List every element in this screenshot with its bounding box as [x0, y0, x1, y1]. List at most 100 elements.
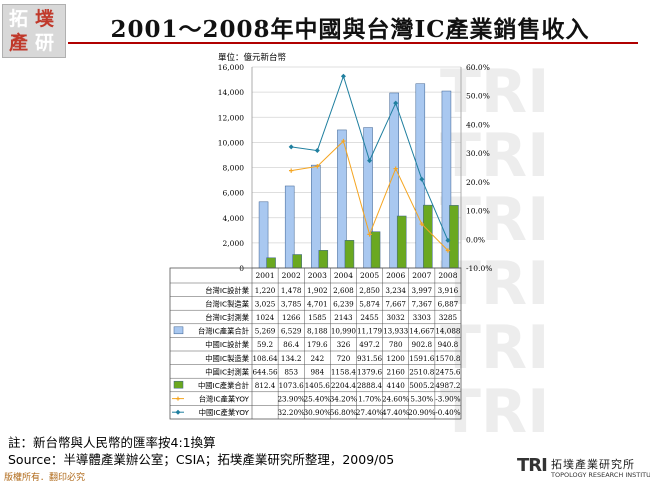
unit-label: 單位：億元新台幣: [218, 52, 287, 63]
table-cell: 3285: [439, 313, 458, 322]
x-tick-label: 2007: [412, 271, 431, 280]
legend-swatch: [175, 409, 181, 415]
y-left-tick-label: 10,000: [218, 138, 244, 147]
y-right-tick-label: 60.0%: [466, 63, 490, 72]
table-cell: 5.30%: [410, 395, 433, 404]
table-row-label: 中國IC製造業: [205, 354, 249, 363]
table-cell: 1158.4: [331, 367, 357, 376]
line-point: [341, 138, 346, 144]
table-cell: 2160: [387, 367, 406, 376]
y-right-tick-label: 20.0%: [466, 178, 490, 187]
table-cell: 1,478: [281, 286, 302, 295]
y-right-tick-label: 0.0%: [466, 235, 485, 244]
line-point: [314, 148, 320, 154]
table-row-label: 台灣IC產業合計: [198, 327, 249, 336]
table-cell: 86.4: [283, 340, 299, 349]
line-point: [367, 232, 372, 237]
table-cell: 931.56: [357, 354, 383, 363]
table-cell: 1,902: [307, 286, 328, 295]
table-cell: 3,234: [385, 286, 406, 295]
table-cell: 720: [337, 354, 351, 363]
brand-name-en: TOPOLOGY RESEARCH INSTITUTE: [551, 471, 650, 479]
table-cell: 1405.6: [305, 381, 331, 390]
line-point: [393, 100, 399, 106]
x-tick-label: 2006: [386, 271, 405, 280]
table-cell: 47.40%: [382, 408, 410, 417]
table-cell: 27.40%: [356, 408, 384, 417]
watermark-line: TRI: [440, 377, 550, 447]
legend-swatch: [173, 326, 184, 335]
bar: [318, 250, 329, 269]
y-left-tick-label: 14,000: [218, 88, 244, 97]
table-row-label: 中國IC設計業: [205, 340, 249, 349]
table-cell: 853: [284, 367, 298, 376]
y-left-tick-label: 12,000: [218, 113, 244, 122]
table-cell: 6,239: [333, 299, 354, 308]
table-cell: 1570.8: [435, 354, 461, 363]
table-cell: 23.90%: [277, 395, 305, 404]
y-left-tick-label: 2,000: [223, 239, 245, 248]
table-cell: 3303: [413, 313, 432, 322]
table-cell: 4140: [387, 381, 406, 390]
source-note: Source：半導體產業辦公室；CSIA；拓墣產業研究所整理，2009/05: [8, 452, 395, 467]
bar: [449, 205, 459, 269]
table-row-label: 台灣IC設計業: [205, 286, 249, 295]
table-row-label: 台灣IC封測業: [205, 313, 249, 322]
table-row-label: 台灣IC產業YOY: [199, 395, 250, 404]
logo-char-2: 墣: [35, 8, 55, 30]
table-cell: 134.2: [281, 354, 302, 363]
watermark: TRI TRI TRI TRI TRI TRI: [440, 60, 650, 460]
line-point: [445, 248, 451, 253]
table-row-label: 中國IC產業合計: [198, 381, 249, 390]
x-tick-label: 2004: [334, 271, 353, 280]
logo: 拓 墣 產 研: [2, 4, 66, 58]
table-row-label: 台灣IC製造業: [205, 299, 249, 308]
y-left-tick-label: 4,000: [223, 214, 245, 223]
brand-mark: TRI: [517, 455, 548, 476]
table-cell: 3,997: [412, 286, 433, 295]
bar: [266, 257, 276, 269]
line-point: [288, 168, 294, 173]
line-point: [288, 144, 294, 150]
table-cell: 2510.8: [409, 367, 435, 376]
line-point: [393, 166, 398, 171]
x-tick-label: 2003: [308, 271, 327, 280]
table-cell: 812.4: [255, 381, 276, 390]
legend-swatch: [173, 380, 184, 389]
table-row-label: 中國IC封測業: [205, 367, 249, 376]
bar: [292, 254, 302, 269]
y-right-tick-label: -10.0%: [466, 264, 492, 273]
table-cell: 780: [389, 340, 403, 349]
legend-swatch: [176, 396, 180, 401]
table-cell: 6,887: [438, 299, 459, 308]
table-cell: 326: [337, 340, 351, 349]
bar: [423, 204, 433, 269]
table-cell: 4,701: [307, 299, 328, 308]
table-cell: 2888.4: [357, 381, 383, 390]
line-point: [419, 221, 425, 227]
table-cell: 56.80%: [330, 408, 358, 417]
table-cell: 940.8: [438, 340, 459, 349]
table-cell: 1266: [282, 313, 301, 322]
y-right-tick-label: 40.0%: [466, 120, 490, 129]
table-cell: 59.2: [257, 340, 273, 349]
brand-block: TRI 拓墣產業研究所 TOPOLOGY RESEARCH INSTITUTE: [517, 455, 650, 483]
y-right-tick-label: 10.0%: [466, 207, 490, 216]
table-cell: -3.90%: [435, 395, 460, 404]
table-cell: 644.56: [252, 367, 278, 376]
line-point: [315, 164, 320, 169]
line-point: [367, 158, 373, 164]
table-cell: 5,269: [255, 327, 276, 336]
table-cell: 1024: [256, 313, 275, 322]
table-cell: 6,529: [281, 327, 302, 336]
data-table: [169, 267, 462, 420]
watermark-line: TRI: [440, 121, 550, 191]
table-cell: 2475.6: [435, 367, 461, 376]
table-cell: 5,874: [359, 299, 380, 308]
x-tick-label: 2001: [256, 271, 275, 280]
logo-char-1: 拓: [9, 8, 29, 30]
table-cell: 32.20%: [277, 408, 305, 417]
x-tick-label: 2008: [438, 271, 457, 280]
bar: [396, 215, 407, 269]
